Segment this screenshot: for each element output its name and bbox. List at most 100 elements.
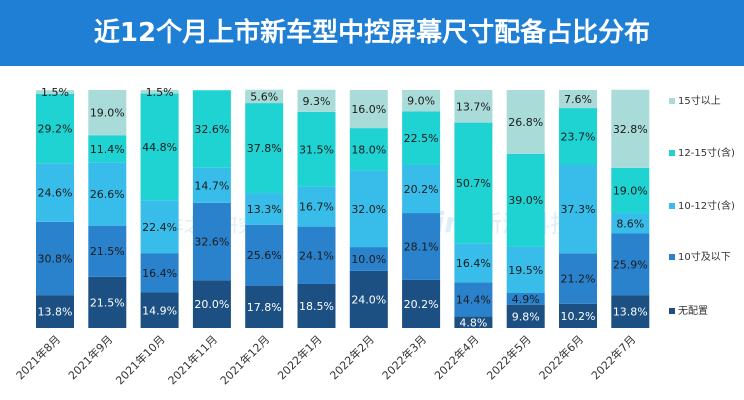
bar-segment	[192, 167, 231, 203]
bar-segment	[349, 90, 388, 129]
bar-segment	[140, 253, 179, 293]
data-label: 20.2%	[404, 298, 439, 311]
bar-segment	[297, 186, 336, 227]
legend-swatch	[669, 203, 675, 209]
x-tick-label: 2022年5月	[484, 332, 534, 382]
data-label: 13.3%	[247, 203, 282, 216]
data-label: 20.0%	[194, 298, 229, 311]
bar-segment	[506, 304, 545, 328]
data-label: 16.0%	[351, 103, 386, 116]
data-label: 37.3%	[561, 203, 596, 216]
bar-segment	[245, 193, 284, 225]
data-label: 4.9%	[512, 293, 540, 306]
data-label: 1.5%	[41, 86, 69, 99]
bar-segment	[88, 135, 127, 163]
data-label: 10.0%	[351, 253, 386, 266]
data-label: 24.6%	[38, 187, 73, 200]
bar-segment	[36, 221, 74, 296]
data-label: 26.6%	[90, 188, 125, 201]
data-label: 39.0%	[508, 194, 543, 207]
bar-segment	[349, 270, 388, 328]
data-label: 32.6%	[194, 236, 229, 249]
data-label: 9.0%	[407, 95, 435, 108]
data-label: 23.7%	[561, 130, 596, 143]
bar-segment	[36, 295, 74, 328]
data-label: 28.1%	[404, 240, 439, 253]
data-label: 37.8%	[247, 142, 282, 155]
x-tick-label: 2022年2月	[327, 332, 377, 382]
data-label: 8.6%	[616, 217, 644, 230]
x-tick-label: 2021年9月	[65, 332, 115, 382]
bar-segment	[506, 90, 545, 154]
data-label: 44.8%	[142, 141, 177, 154]
bar-segment	[36, 163, 74, 222]
data-label: 32.0%	[351, 203, 386, 216]
data-label: 19.0%	[613, 184, 648, 197]
x-tick-label: 2021年8月	[13, 332, 63, 382]
data-label: 19.5%	[508, 264, 543, 277]
x-tick-label: 2021年10月	[113, 332, 168, 387]
bar-segment	[454, 243, 493, 283]
bar-segment	[140, 90, 179, 94]
title-bar: 近12个月上市新车型中控屏幕尺寸配备占比分布	[0, 0, 744, 66]
bar-segment	[611, 295, 650, 328]
bar-segment	[611, 213, 650, 234]
data-label: 17.8%	[247, 301, 282, 314]
bar-segment	[245, 89, 284, 104]
data-label: 14.7%	[194, 179, 229, 192]
data-label: 29.2%	[38, 123, 73, 136]
data-label: 20.2%	[404, 183, 439, 196]
data-label: 7.6%	[564, 93, 592, 106]
legend-label: 12-15寸(含)	[678, 146, 735, 159]
data-label: 32.6%	[194, 123, 229, 136]
data-label: 25.6%	[247, 249, 282, 262]
bar-segment	[454, 316, 493, 328]
x-tick-label: 2022年1月	[274, 332, 324, 382]
data-label: 14.4%	[456, 293, 491, 306]
data-label: 18.5%	[299, 300, 334, 313]
data-label: 10.2%	[561, 310, 596, 323]
data-label: 25.9%	[613, 258, 648, 271]
data-label: 9.8%	[512, 310, 540, 323]
bar-segment	[559, 164, 597, 254]
x-tick-label: 2022年4月	[431, 332, 481, 382]
data-label: 19.0%	[90, 107, 125, 120]
bar-segment	[506, 153, 545, 247]
data-label: 21.5%	[90, 245, 125, 258]
bar-segment	[402, 279, 441, 328]
bar-segment	[402, 164, 441, 214]
data-label: 16.7%	[299, 201, 334, 214]
x-tick-label: 2022年3月	[379, 332, 429, 382]
bar-segment	[611, 167, 650, 214]
data-label: 13.8%	[38, 306, 73, 319]
legend-label: 10寸及以下	[678, 250, 731, 263]
bar-segment	[506, 293, 545, 305]
data-label: 30.8%	[38, 253, 73, 266]
data-label: 24.1%	[299, 249, 334, 262]
bar-segment	[245, 285, 284, 328]
data-label: 14.9%	[142, 304, 177, 317]
bar-segment	[297, 89, 336, 112]
bar-segment	[192, 90, 231, 168]
bar-segment	[349, 170, 388, 248]
bar-segment	[506, 246, 545, 294]
bar-segment	[454, 90, 493, 123]
bar-segment	[140, 93, 179, 201]
data-label: 5.6%	[250, 90, 278, 103]
legend-label: 10-12寸(含)	[678, 199, 735, 212]
data-label: 32.8%	[613, 123, 648, 136]
data-label: 50.7%	[456, 177, 491, 190]
bar-segment	[611, 89, 650, 168]
bar-segment	[402, 90, 441, 112]
bar-segment	[402, 213, 441, 280]
legend-swatch	[669, 98, 675, 104]
legend-swatch	[669, 150, 675, 156]
legend-swatch	[669, 254, 675, 260]
bar-segment	[36, 93, 74, 164]
legend-label: 无配置	[678, 305, 708, 317]
bar-segment	[192, 280, 231, 328]
bar-segment	[88, 276, 127, 328]
bar-segment	[297, 283, 336, 328]
data-label: 9.3%	[303, 95, 331, 108]
x-tick-label: 2022年7月	[588, 332, 638, 382]
